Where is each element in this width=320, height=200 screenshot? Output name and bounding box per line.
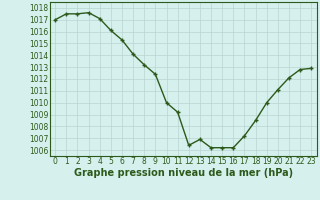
X-axis label: Graphe pression niveau de la mer (hPa): Graphe pression niveau de la mer (hPa)	[74, 168, 293, 178]
